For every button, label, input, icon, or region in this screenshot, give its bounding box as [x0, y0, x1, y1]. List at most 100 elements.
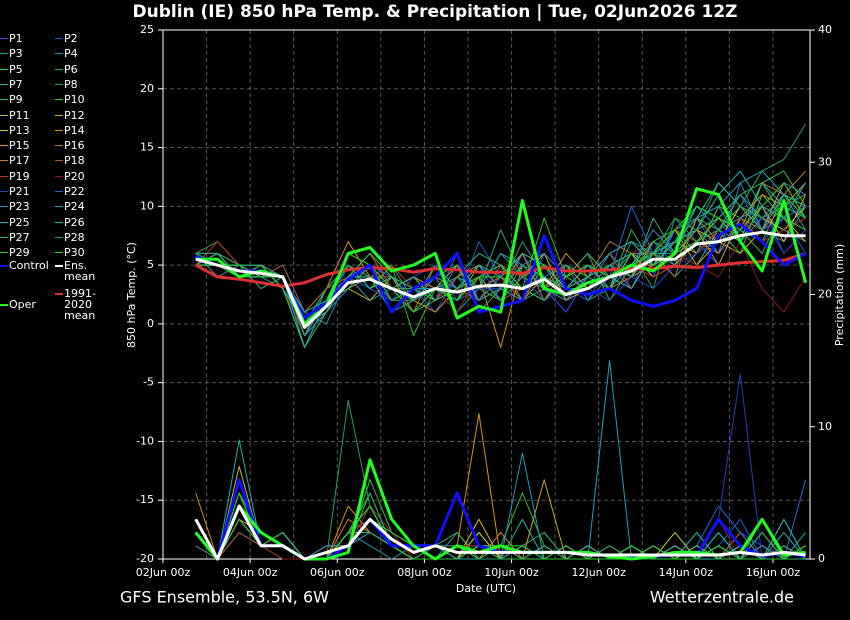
legend-swatch	[55, 175, 63, 177]
legend-entry: P7	[0, 79, 55, 90]
temperature-line	[195, 170, 807, 348]
y-tick-label: -10	[136, 434, 154, 447]
legend-swatch	[0, 304, 8, 306]
legend-label: P9	[9, 93, 23, 107]
legend-swatch	[55, 83, 63, 85]
legend-label: P16	[64, 139, 85, 153]
temperature-line	[195, 123, 807, 348]
legend-swatch	[0, 38, 8, 39]
legend-swatch	[0, 191, 8, 192]
y-axis-label: 850 hPa Temp. (°C)	[125, 242, 138, 348]
precipitation-line	[194, 504, 806, 561]
legend-label: P24	[64, 200, 85, 214]
x-tick-label: 14Jun 00z	[659, 566, 714, 579]
y-tick-label: 25	[140, 23, 154, 36]
legend-entry: P10	[55, 94, 110, 105]
legend-entry: P13	[0, 125, 55, 136]
legend-label: P8	[64, 77, 78, 91]
legend-label: P29	[9, 246, 30, 260]
temperature-line	[195, 170, 806, 348]
legend-entry: Oper	[0, 299, 55, 310]
legend-swatch	[55, 221, 63, 223]
legend-entry: P17	[0, 155, 55, 166]
x-tick-label: 06Jun 00z	[310, 566, 365, 579]
legend-swatch	[55, 293, 63, 295]
legend-entry: P16	[55, 140, 110, 151]
precipitation-line	[195, 373, 806, 560]
legend-label: P6	[64, 62, 78, 76]
legend-label: 1991-2020 mean	[64, 287, 96, 322]
legend-swatch	[55, 206, 63, 208]
y-tick-label: 10	[140, 199, 154, 212]
legend-entry: P24	[55, 201, 110, 212]
legend-entry: P28	[55, 232, 110, 243]
y-tick-label: 0	[147, 317, 154, 330]
legend-swatch	[55, 68, 63, 70]
legend-swatch	[0, 129, 8, 131]
legend-label: P7	[9, 77, 23, 91]
legend-entry: P25	[0, 217, 55, 228]
legend-entry: P9	[0, 94, 55, 105]
x-tick-label: 02Jun 00z	[136, 566, 191, 579]
legend-label: P22	[64, 185, 85, 198]
legend-swatch	[55, 145, 63, 147]
legend-entry: P18	[55, 155, 110, 166]
legend-label: Control	[9, 259, 49, 272]
legend-label: P12	[64, 108, 85, 122]
x-tick-label: 08Jun 00z	[397, 566, 452, 579]
legend-entry: P12	[55, 110, 110, 121]
legend-swatch	[55, 160, 63, 162]
legend-label: P25	[9, 215, 30, 229]
y-tick-label: 20	[140, 82, 154, 95]
legend-label: P17	[9, 154, 30, 168]
legend-entry: P21	[0, 186, 55, 197]
precipitation-line	[194, 458, 806, 561]
legend-entry: P1	[0, 33, 55, 44]
legend-label: P23	[9, 200, 30, 214]
legend-entry: P6	[55, 64, 110, 75]
x-tick-label: 10Jun 00z	[484, 566, 539, 579]
legend-swatch	[55, 252, 63, 254]
temperature-line	[195, 230, 806, 329]
legend-entry: P14	[55, 125, 110, 136]
precipitation-line	[195, 399, 806, 560]
temperature-line	[195, 182, 806, 337]
y2-tick-label: 20	[818, 288, 832, 301]
y2-tick-label: 40	[818, 23, 832, 36]
legend-swatch	[0, 236, 8, 238]
legend-label: P1	[9, 32, 23, 45]
footer-source: GFS Ensemble, 53.5N, 6W	[120, 588, 329, 607]
precipitation-line	[195, 439, 806, 560]
legend-entry: Ens. mean	[55, 260, 110, 282]
legend-entry: P11	[0, 110, 55, 121]
legend-label: P10	[64, 93, 85, 107]
legend-swatch	[0, 114, 8, 116]
legend-entry: P20	[55, 171, 110, 182]
x-axis-label: Date (UTC)	[456, 582, 516, 595]
legend-swatch	[0, 221, 8, 223]
legend-swatch	[0, 99, 8, 101]
x-tick-label: 16Jun 00z	[746, 566, 801, 579]
legend-swatch	[55, 114, 63, 116]
footer-site: Wetterzentrale.de	[650, 588, 794, 607]
legend-swatch	[0, 175, 8, 177]
legend-label: Oper	[9, 298, 36, 311]
legend-entry: P27	[0, 232, 55, 243]
legend-label: P19	[9, 169, 30, 183]
legend-swatch	[0, 83, 8, 85]
legend-swatch	[55, 265, 63, 267]
x-tick-label: 04Jun 00z	[223, 566, 278, 579]
legend-entry: P22	[55, 186, 110, 197]
legend-entry: P19	[0, 171, 55, 182]
legend-entry: P8	[55, 79, 110, 90]
legend-entry: P4	[55, 48, 110, 59]
legend-label: P18	[64, 154, 85, 168]
y-tick-label: 5	[147, 258, 154, 271]
legend-label: P4	[64, 47, 78, 61]
legend-entry: P23	[0, 201, 55, 212]
legend-entry: P2	[55, 33, 110, 44]
legend-entry: P5	[0, 64, 55, 75]
legend-entry: P30	[55, 247, 110, 258]
legend-label: P30	[64, 246, 85, 260]
